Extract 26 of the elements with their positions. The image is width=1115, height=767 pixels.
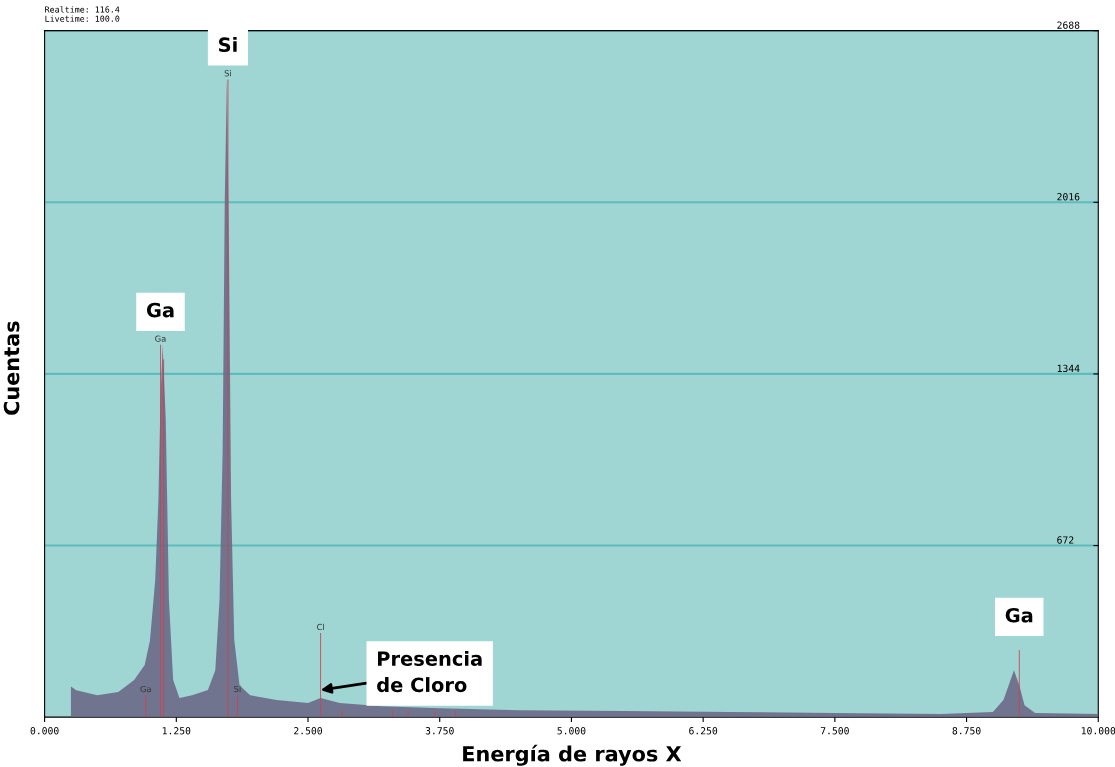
data-label: Si: [234, 685, 241, 693]
x-axis-title: Energía de rayos X: [463, 744, 682, 766]
y-axis-title: Cuentas: [3, 321, 20, 415]
y-tick-label: 2688: [1057, 21, 1080, 29]
annotation: Ga: [1005, 607, 1033, 623]
y-tick-label: 2016: [1057, 193, 1080, 201]
annotation: Si: [219, 37, 237, 53]
text: Livetime: 100.0: [45, 15, 120, 22]
x-tick-label: 3.750: [425, 727, 454, 735]
data-label: Ga: [155, 335, 166, 342]
y-tick-label: 1344: [1057, 364, 1080, 373]
x-tick-label: 5.000: [557, 727, 586, 735]
data-label: Ga: [140, 685, 151, 693]
x-tick-label: 6.250: [689, 727, 718, 735]
x-tick-label: 0.000: [30, 727, 59, 735]
annotation: Ga: [146, 302, 174, 318]
x-tick-label: 7.500: [820, 727, 849, 735]
x-tick-label: 8.750: [952, 727, 981, 735]
y-tick-label: 672: [1057, 536, 1074, 544]
x-tick-label: 10.000: [1081, 727, 1115, 735]
x-tick-label: 1.250: [162, 727, 191, 735]
annotation: Presencia de Cloro: [377, 650, 482, 693]
data-label: Si: [224, 70, 231, 77]
text: Realtime: 116.4: [45, 6, 120, 13]
x-tick-label: 2.500: [294, 727, 323, 735]
data-label: Cl: [317, 623, 324, 631]
